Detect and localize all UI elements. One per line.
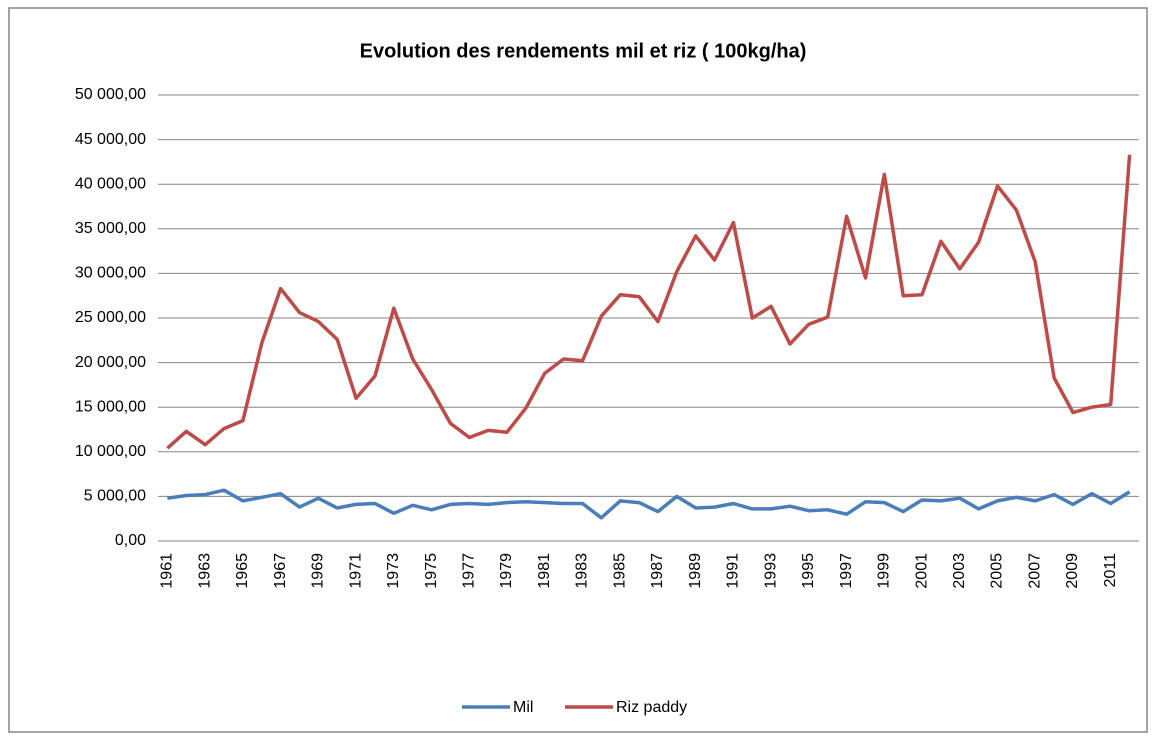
chart-title: Evolution des rendements mil et riz ( 10…: [360, 40, 807, 62]
y-tick-label: 50 000,00: [75, 86, 146, 103]
x-tick-label: 1983: [574, 553, 591, 589]
x-tick-label: 1961: [159, 553, 176, 589]
x-tick-label: 1979: [498, 553, 515, 589]
x-tick-label: 2007: [1026, 553, 1043, 589]
x-tick-label: 1987: [649, 553, 666, 589]
x-tick-label: 2011: [1102, 553, 1119, 588]
x-tick-label: 1981: [536, 553, 553, 589]
x-tick-label: 1977: [460, 553, 477, 589]
y-tick-label: 5 000,00: [84, 488, 146, 505]
x-tick-label: 1969: [310, 553, 327, 589]
y-tick-label: 20 000,00: [75, 354, 146, 371]
x-tick-label: 1993: [762, 553, 779, 589]
y-tick-label: 45 000,00: [75, 131, 146, 148]
y-tick-label: 40 000,00: [75, 175, 146, 192]
y-tick-label: 0,00: [115, 532, 146, 549]
x-tick-label: 1971: [347, 553, 364, 589]
x-tick-label: 1967: [272, 553, 289, 589]
x-tick-label: 1991: [725, 553, 742, 589]
chart-border: [8, 7, 1148, 733]
x-tick-label: 1999: [876, 553, 893, 589]
x-tick-label: 2001: [913, 553, 930, 589]
x-tick-label: 1985: [611, 553, 628, 589]
x-tick-label: 1965: [234, 553, 251, 589]
legend-label: Mil: [513, 699, 533, 716]
x-tick-label: 1975: [423, 553, 440, 589]
x-tick-label: 1973: [385, 553, 402, 589]
x-tick-label: 1995: [800, 553, 817, 589]
y-tick-label: 15 000,00: [75, 398, 146, 415]
y-tick-label: 25 000,00: [75, 309, 146, 326]
x-tick-label: 1963: [196, 553, 213, 589]
y-tick-label: 10 000,00: [75, 443, 146, 460]
y-tick-label: 30 000,00: [75, 265, 146, 282]
legend-label: Riz paddy: [616, 699, 687, 716]
series-line: [167, 488, 1131, 520]
x-tick-label: 2005: [989, 553, 1006, 589]
series-line: [166, 154, 1132, 450]
y-tick-label: 35 000,00: [75, 220, 146, 237]
x-tick-label: 2003: [951, 553, 968, 589]
x-tick-label: 2009: [1064, 553, 1081, 589]
x-tick-label: 1997: [838, 553, 855, 589]
x-tick-label: 1989: [687, 553, 704, 589]
